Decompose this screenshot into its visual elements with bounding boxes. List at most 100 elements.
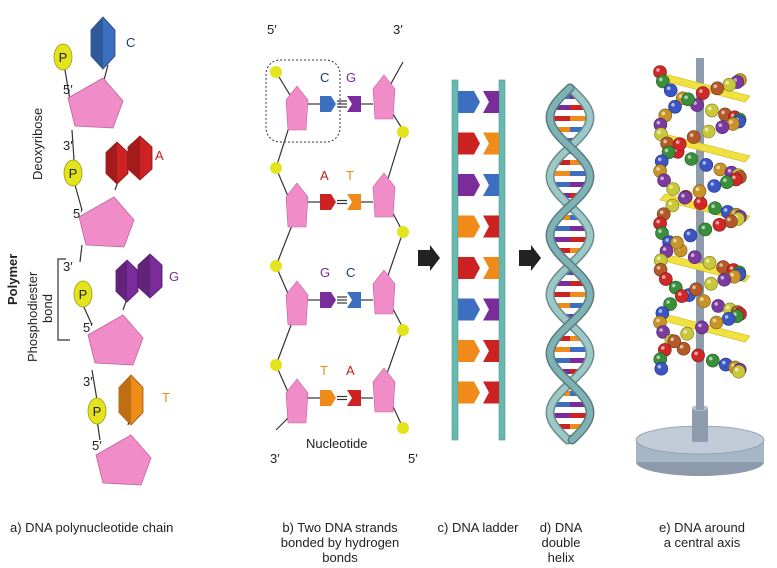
helix-base-pair — [570, 226, 589, 231]
atom-highlight — [657, 157, 662, 162]
atom-highlight — [723, 208, 728, 212]
helix-base-pair — [550, 116, 570, 121]
atom-highlight — [659, 77, 663, 82]
strand-end-label: 3′ — [270, 451, 280, 466]
helix-base-pair — [550, 347, 570, 352]
backbone-line — [82, 304, 93, 326]
helix-base-pair — [570, 171, 590, 176]
stand-collar — [692, 408, 708, 442]
atom-highlight — [656, 167, 660, 171]
ladder-base-left — [458, 132, 480, 155]
model-atom — [697, 294, 711, 309]
phosphate — [270, 359, 282, 371]
helix-base-pair — [570, 127, 587, 132]
helix-base-pair — [570, 402, 588, 407]
ladder-base-left — [458, 340, 480, 362]
atom-highlight — [669, 185, 673, 189]
pair-label-left: C — [320, 70, 330, 85]
ladder-base-left — [458, 257, 480, 279]
model-atom — [696, 86, 710, 100]
model-atom — [686, 130, 701, 144]
atom-highlight — [700, 297, 704, 302]
base-adenine-shade — [106, 142, 117, 184]
atom-highlight — [704, 127, 709, 132]
backbone-line — [74, 184, 83, 211]
helix-base-pair — [570, 292, 590, 297]
caption-e-line: e) DNA around — [659, 520, 745, 535]
helix-base-pair — [570, 347, 590, 352]
atom-highlight — [730, 113, 735, 118]
deoxyribose-label: Deoxyribose — [30, 107, 45, 180]
helix-base-pair — [570, 424, 586, 429]
model-atom — [715, 120, 730, 134]
panel-b-two-strands — [265, 59, 409, 434]
atom-highlight — [656, 120, 661, 125]
atom-highlight — [664, 148, 669, 153]
caption-c: c) DNA ladder — [437, 520, 519, 535]
phosphate — [270, 260, 282, 272]
model-atom — [699, 158, 714, 172]
atom-highlight — [675, 140, 680, 144]
atom-highlight — [661, 111, 666, 116]
left-base — [320, 96, 336, 112]
model-atom — [678, 190, 692, 205]
pair-label-right: G — [346, 70, 357, 85]
process-arrow — [519, 245, 541, 271]
atom-highlight — [662, 247, 667, 251]
atom-highlight — [711, 204, 715, 208]
strand-end-label: 5′ — [267, 22, 277, 37]
ladder-rail-left — [451, 79, 459, 441]
caption-e: e) DNA around a central axis — [632, 520, 772, 550]
prime-5-label: 5′ — [92, 438, 102, 453]
caption-d-line: helix — [547, 550, 575, 565]
helix-base-pair — [570, 116, 590, 121]
atom-highlight — [656, 266, 661, 270]
phosphate — [397, 226, 409, 238]
atom-highlight — [715, 221, 720, 225]
helix-base-pair — [550, 237, 570, 242]
atom-highlight — [687, 155, 692, 159]
phosphate-label: P — [59, 50, 68, 65]
backbone-line — [71, 129, 75, 161]
phosphate-group — [53, 43, 73, 71]
ladder-base-right — [483, 340, 499, 362]
left-strand-sugar — [285, 378, 309, 424]
model-atom — [704, 276, 718, 291]
caption-b-line: bonds — [322, 550, 358, 565]
model-atom — [731, 364, 746, 379]
atom-highlight — [678, 94, 683, 99]
deoxyribose-sugar — [87, 314, 144, 366]
strand-end-label: 5′ — [408, 451, 418, 466]
helix-base-pair — [570, 237, 590, 242]
phosphate-group — [63, 159, 83, 187]
atom-highlight — [730, 272, 734, 277]
base-adenine-shade — [128, 136, 140, 180]
atom-highlight — [729, 120, 733, 124]
helix-base-pair — [570, 413, 590, 418]
ladder-base-right — [483, 215, 499, 238]
model-atom — [707, 179, 722, 193]
ladder-base-left — [458, 91, 480, 113]
atom-highlight — [658, 229, 662, 233]
helix-base-pair — [553, 303, 570, 308]
model-atom — [708, 201, 722, 215]
right-strand-sugar — [372, 367, 396, 413]
model-atom — [710, 81, 725, 96]
panel-d-double-helix — [545, 83, 595, 445]
model-atom — [702, 255, 717, 270]
pair-label-left: G — [320, 265, 331, 280]
atom-highlight — [712, 318, 717, 323]
helix-strand-2 — [546, 85, 594, 443]
atom-highlight — [690, 253, 695, 257]
central-axis — [696, 58, 704, 410]
ladder-base-right — [483, 257, 499, 279]
atom-highlight — [694, 351, 698, 356]
helix-base-pair — [551, 182, 570, 187]
atom-highlight — [657, 256, 661, 261]
prime-3-label: 3′ — [83, 374, 93, 389]
base-guanine-shade — [138, 254, 150, 298]
phosphodiester-label: Phosphodiester — [25, 271, 40, 362]
atom-highlight — [662, 275, 666, 279]
atom-highlight — [695, 187, 700, 191]
